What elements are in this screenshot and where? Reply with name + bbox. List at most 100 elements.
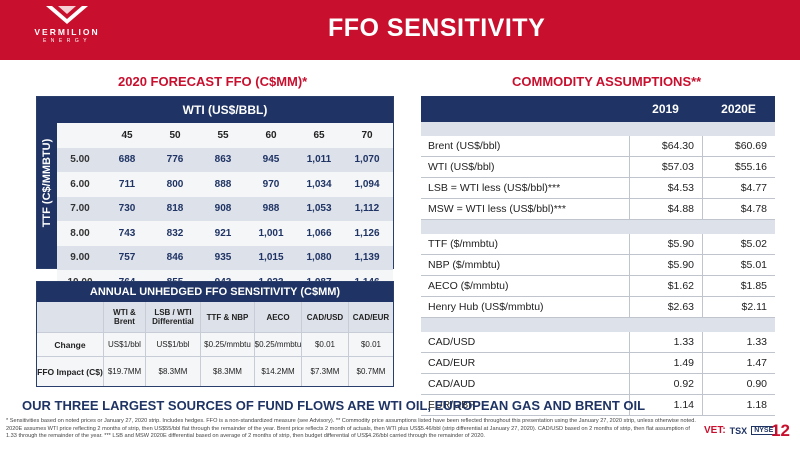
ffo-cell: 921 <box>214 227 232 239</box>
ffo-cell: 970 <box>262 178 280 190</box>
ffo-cell: 935 <box>214 252 232 264</box>
table-row: FFO Impact (C$) $19.7MM $8.3MM $8.3MM $1… <box>37 356 393 386</box>
ffo-cell: 688 <box>118 154 136 166</box>
commodity-value: 1.47 <box>702 353 775 373</box>
ffo-cell: 1,053 <box>306 203 332 215</box>
ffo-cell: 800 <box>166 178 184 190</box>
table-row: Brent (US$/bbl) $64.30 $60.69 <box>421 136 775 157</box>
ffo-cell: 1,001 <box>258 227 284 239</box>
ttf-axis-text: TTF (C$/MMBTU) <box>41 138 53 227</box>
ffo-cell: 776 <box>166 154 184 166</box>
commodity-value: $5.90 <box>629 255 702 275</box>
annual-col-header: CAD/USD <box>301 302 348 332</box>
ffo-cell: 1,011 <box>306 154 332 166</box>
header-bar: VERMILION ENERGY FFO SENSITIVITY <box>0 0 800 60</box>
wti-axis-header: WTI (US$/BBL) <box>57 97 393 123</box>
commodity-value: $1.62 <box>629 276 702 296</box>
tsx-logo: TSX <box>729 425 748 436</box>
page-title: FFO SENSITIVITY <box>328 14 546 42</box>
commodity-value: $2.11 <box>702 297 775 317</box>
brand-name: VERMILION <box>34 27 100 37</box>
table-row: WTI (US$/bbl) $57.03 $55.16 <box>421 157 775 178</box>
commodity-value: $4.88 <box>629 199 702 219</box>
commodity-value: 1.18 <box>702 395 775 415</box>
commodity-value: $64.30 <box>629 136 702 156</box>
key-message-banner: OUR THREE LARGEST SOURCES OF FUND FLOWS … <box>22 398 646 413</box>
brand-sub: ENERGY <box>42 38 92 44</box>
ffo-sensitivity-table: TTF (C$/MMBTU) WTI (US$/BBL) 45 50 55 60… <box>36 96 394 295</box>
change-cell: $0.25/mmbtu <box>200 333 254 356</box>
ttf-row-label: 8.00 <box>70 227 90 239</box>
impact-cell: $19.7MM <box>103 357 145 386</box>
ffo-cell: 1,015 <box>258 252 284 264</box>
table-row: Henry Hub (US$/mmbtu) $2.63 $2.11 <box>421 297 775 318</box>
commodity-label: EUR/GBP <box>428 399 476 411</box>
annual-col-header: LSB / WTI Differential <box>145 302 200 332</box>
year-header: 2019 <box>652 102 679 116</box>
table-row: CAD/EUR 1.49 1.47 <box>421 353 775 374</box>
commodity-label: Henry Hub (US$/mmbtu) <box>428 301 544 313</box>
commodity-value: 1.33 <box>629 332 702 352</box>
table-row: AECO ($/mmbtu) $1.62 $1.85 <box>421 276 775 297</box>
table-row: 5.00 688 776 863 945 1,011 1,070 <box>57 147 393 172</box>
commodity-value: $60.69 <box>702 136 775 156</box>
commodity-value: $55.16 <box>702 157 775 177</box>
annual-col-header: WTI & Brent <box>103 302 145 332</box>
year-header: 2020E <box>721 102 756 116</box>
ttf-row-label: 9.00 <box>70 252 90 264</box>
table-row: 6.00 711 800 888 970 1,034 1,094 <box>57 172 393 197</box>
annual-title: ANNUAL UNHEDGED FFO SENSITIVITY (C$MM) <box>37 282 393 302</box>
impact-cell: $7.3MM <box>301 357 348 386</box>
ffo-cell: 757 <box>118 252 136 264</box>
commodity-value: $5.01 <box>702 255 775 275</box>
change-cell: US$1/bbl <box>145 333 200 356</box>
commodity-title: COMMODITY ASSUMPTIONS** <box>512 74 702 89</box>
commodity-label: Brent (US$/bbl) <box>428 140 501 152</box>
table-row: 7.00 730 818 908 988 1,053 1,112 <box>57 196 393 221</box>
ttf-row-label: 7.00 <box>70 203 90 215</box>
commodity-value: $5.02 <box>702 234 775 254</box>
ttf-row-label: 6.00 <box>70 178 90 190</box>
commodity-label: AECO ($/mmbtu) <box>428 280 509 292</box>
commodity-label: MSW = WTI less (US$/bbl)*** <box>428 203 566 215</box>
commodity-value: 1.33 <box>702 332 775 352</box>
commodity-label: CAD/AUD <box>428 378 476 390</box>
impact-label: FFO Impact (C$) <box>37 366 103 377</box>
wti-col-header: 70 <box>361 129 373 141</box>
ffo-header-row: 45 50 55 60 65 70 <box>57 123 393 148</box>
wti-col-header: 55 <box>217 129 229 141</box>
commodity-value: $4.53 <box>629 178 702 198</box>
commodity-value: 0.90 <box>702 374 775 394</box>
vermilion-mark-icon <box>46 6 88 24</box>
nyse-logo: NYSE <box>751 426 777 435</box>
table-row: Change US$1/bbl US$1/bbl $0.25/mmbtu $0.… <box>37 332 393 356</box>
change-cell: $0.01 <box>348 333 393 356</box>
ffo-cell: 1,094 <box>354 178 380 190</box>
commodity-value: $4.77 <box>702 178 775 198</box>
ffo-cell: 988 <box>262 203 280 215</box>
ffo-cell: 1,080 <box>306 252 332 264</box>
ffo-cell: 1,139 <box>354 252 380 264</box>
table-row: CAD/USD 1.33 1.33 <box>421 332 775 353</box>
ffo-cell: 1,034 <box>306 178 332 190</box>
ffo-title: 2020 FORECAST FFO (C$MM)* <box>118 74 308 89</box>
ffo-cell: 1,112 <box>354 203 380 215</box>
group-spacer <box>421 318 775 332</box>
commodity-label: CAD/EUR <box>428 357 476 369</box>
exchange-listing: VET: TSX NYSE <box>704 425 777 436</box>
commodity-label: CAD/USD <box>428 336 476 348</box>
commodity-label: WTI (US$/bbl) <box>428 161 495 173</box>
wti-col-header: 65 <box>313 129 325 141</box>
commodity-value: 1.14 <box>629 395 702 415</box>
commodity-value: 1.49 <box>629 353 702 373</box>
ffo-cell: 1,070 <box>354 154 380 166</box>
table-row: CAD/AUD 0.92 0.90 <box>421 374 775 395</box>
ffo-cell: 888 <box>214 178 232 190</box>
ffo-cell: 1,126 <box>354 227 380 239</box>
wti-col-header: 60 <box>265 129 277 141</box>
page-number: 12 <box>771 421 790 440</box>
footnote: * Sensitivities based on noted prices or… <box>6 418 696 440</box>
table-row: 9.00 757 846 935 1,015 1,080 1,139 <box>57 245 393 270</box>
commodity-header-row: 2019 2020E <box>421 96 775 122</box>
change-cell: $0.25/mmbtu <box>254 333 301 356</box>
